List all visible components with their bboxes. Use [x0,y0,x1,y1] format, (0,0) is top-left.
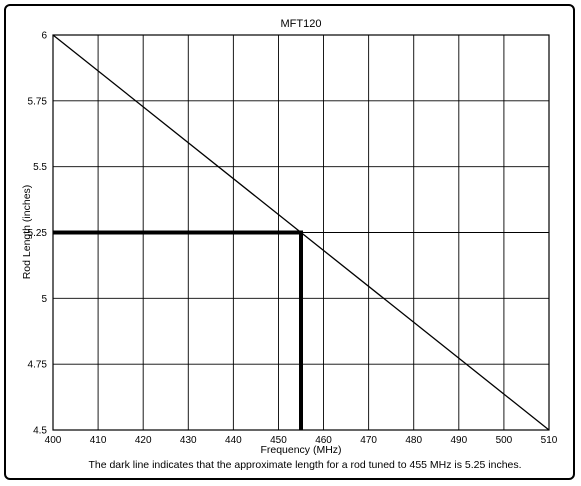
x-tick-label: 490 [450,435,467,446]
x-tick-label: 430 [180,435,197,446]
x-tick-label: 450 [270,435,287,446]
chart-title: MFT120 [281,18,322,30]
x-tick-label: 510 [541,435,558,446]
x-tick-label: 500 [496,435,513,446]
x-tick-label: 460 [315,435,332,446]
x-tick-label: 420 [135,435,152,446]
y-tick-label: 5.5 [33,162,47,173]
chart-frame [4,4,575,480]
x-tick-label: 410 [90,435,107,446]
x-tick-label: 440 [225,435,242,446]
y-tick-label: 5.75 [28,96,48,107]
x-tick-label: 470 [360,435,377,446]
y-tick-labels: 4.5 4.75 5 5.25 5.5 5.75 6 [28,31,48,437]
y-tick-label: 5.25 [28,228,48,239]
chart-caption: The dark line indicates that the approxi… [88,459,521,471]
x-tick-label: 480 [405,435,422,446]
x-axis-label: Frequency (MHz) [260,444,341,456]
y-tick-label: 6 [41,31,47,42]
data-lines [52,34,550,431]
y-tick-label: 5 [41,294,47,305]
highlight-line [53,230,303,430]
y-tick-label: 4.5 [33,426,47,437]
y-axis-label: Rod Length (inches) [21,185,33,280]
x-tick-labels: 400 410 420 430 440 450 460 470 480 490 500 510 [45,435,558,446]
y-tick-label: 4.75 [28,360,48,371]
x-tick-label: 400 [45,435,62,446]
